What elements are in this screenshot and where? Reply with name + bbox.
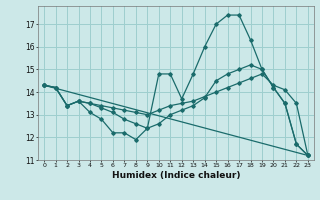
X-axis label: Humidex (Indice chaleur): Humidex (Indice chaleur): [112, 171, 240, 180]
